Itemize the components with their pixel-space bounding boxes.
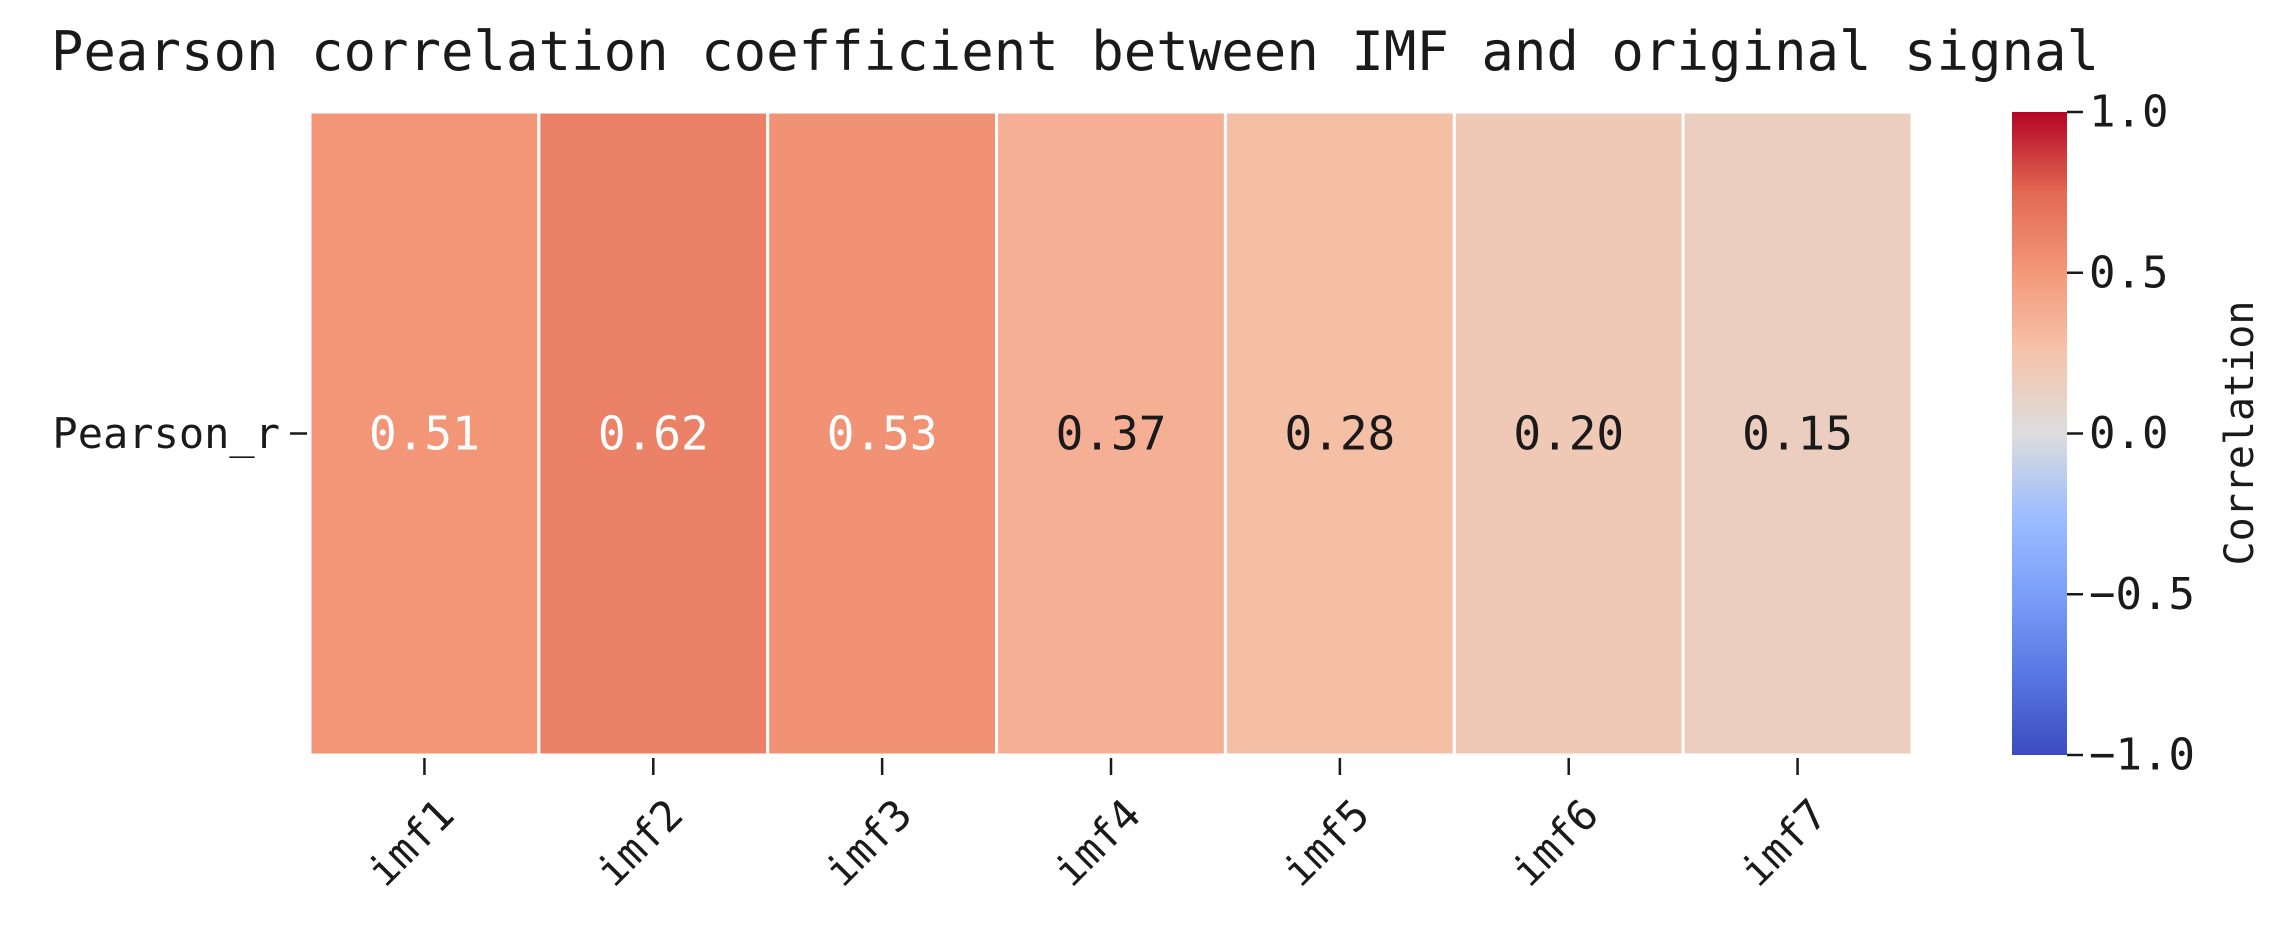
- colorbar: 1.0 0.5 0.0 −0.5 −1.0 Correlation: [2012, 87, 2263, 781]
- cell-value-label-imf2: 0.62: [598, 407, 709, 461]
- colorbar-label: Correlation: [2217, 301, 2263, 566]
- heatmap-cell-imf6: [1452, 110, 1685, 757]
- x-axis: imf1 imf2 imf3 imf4 imf5 imf6 imf7: [357, 758, 1837, 896]
- x-tick-label-imf7: imf7: [1731, 789, 1837, 895]
- cell-value-label-imf6: 0.20: [1513, 407, 1624, 461]
- heatmap-cell-imf3: [766, 110, 999, 757]
- colorbar-tick-label-0: 1.0: [2089, 87, 2168, 138]
- cell-value-label-imf7: 0.15: [1742, 407, 1853, 461]
- heatmap-cell-imf1: [308, 110, 541, 757]
- colorbar-ticks: 1.0 0.5 0.0 −0.5 −1.0: [2067, 87, 2195, 781]
- x-tick-label-imf5: imf5: [1273, 789, 1379, 895]
- heatmap-cell-imf2: [537, 110, 770, 757]
- x-tick-label-imf1: imf1: [357, 789, 463, 895]
- colorbar-tick-label-3: −0.5: [2089, 569, 2195, 620]
- x-tick-label-imf4: imf4: [1044, 789, 1150, 895]
- heatmap-cells: [308, 110, 1914, 757]
- y-tick-label-Pearson_r: Pearson_r: [52, 409, 280, 458]
- cell-value-label-imf5: 0.28: [1284, 407, 1395, 461]
- y-axis: Pearson_r: [52, 409, 307, 458]
- colorbar-tick-label-2: 0.0: [2089, 408, 2168, 459]
- colorbar-tick-label-1: 0.5: [2089, 247, 2168, 298]
- colorbar-tick-label-4: −1.0: [2089, 730, 2195, 781]
- heatmap-cell-imf4: [995, 110, 1227, 757]
- cell-value-label-imf3: 0.53: [827, 407, 938, 461]
- heatmap-cell-labels: 0.51 0.62 0.53 0.37 0.28 0.20 0.15: [369, 407, 1853, 461]
- cell-value-label-imf1: 0.51: [369, 407, 480, 461]
- heatmap-cell-imf7: [1681, 110, 1914, 757]
- x-tick-label-imf6: imf6: [1502, 789, 1608, 895]
- colorbar-gradient: [2012, 112, 2067, 755]
- x-tick-label-imf2: imf2: [586, 789, 692, 895]
- cell-value-label-imf4: 0.37: [1056, 407, 1167, 461]
- x-tick-label-imf3: imf3: [815, 789, 921, 895]
- chart-title: Pearson correlation coefficient between …: [51, 20, 2099, 83]
- heatmap-cell-imf5: [1223, 110, 1456, 757]
